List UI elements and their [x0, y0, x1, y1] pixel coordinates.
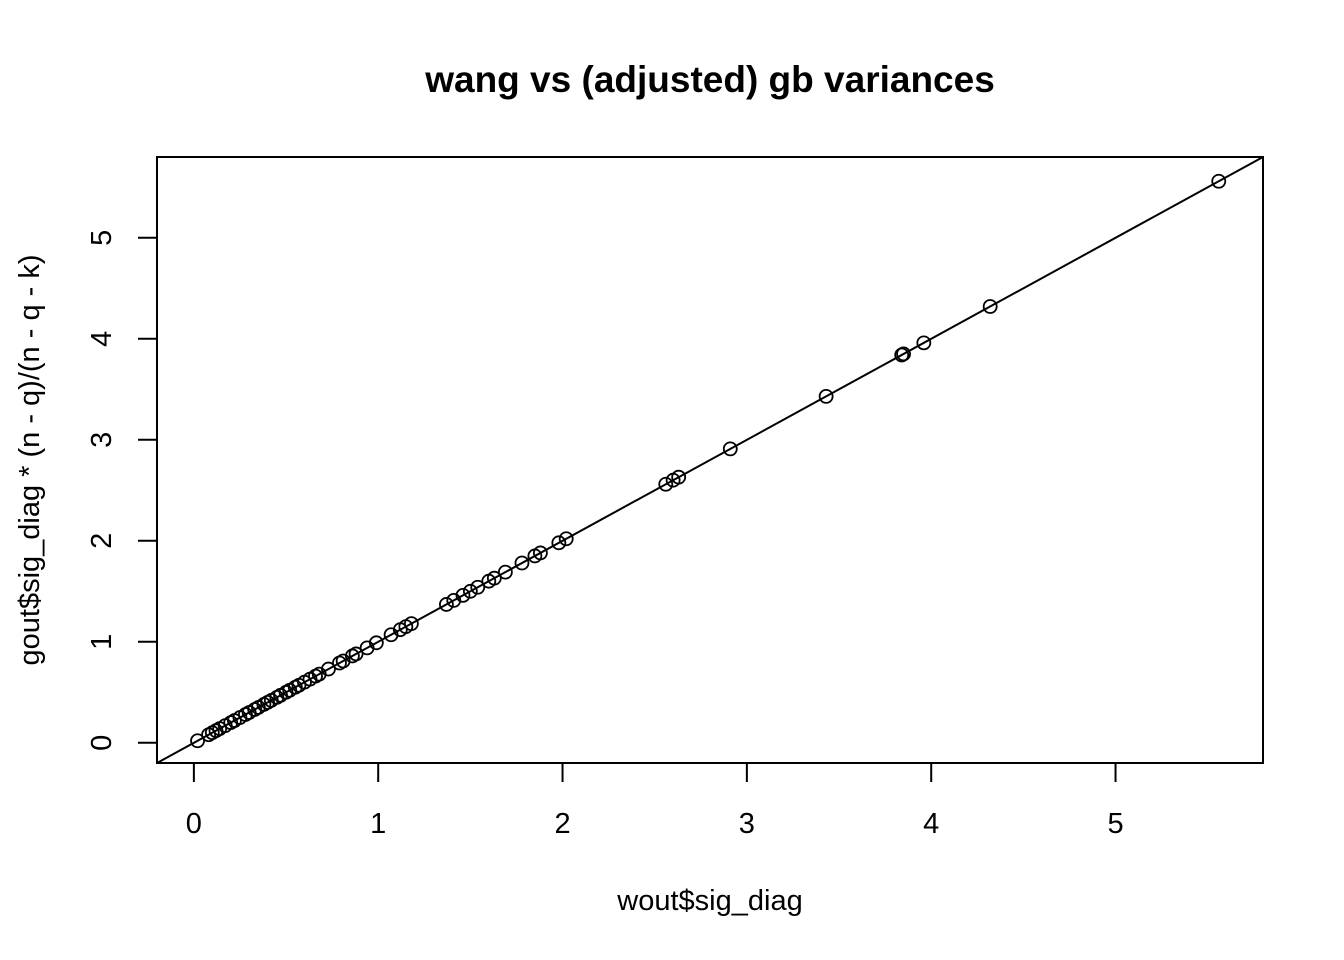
data-point: [916, 335, 932, 351]
data-point: [818, 388, 834, 404]
y-axis: 0 1 2 3 4 5: [86, 230, 158, 751]
data-point: [896, 346, 911, 362]
data-point: [190, 733, 205, 749]
x-axis: 0 1 2 3 4 5: [186, 762, 1124, 840]
x-tick-label: 2: [554, 808, 570, 840]
x-tick-label: 3: [739, 808, 755, 840]
data-point: [439, 597, 454, 612]
y-tick-label: 5: [86, 230, 118, 246]
data-point: [455, 587, 471, 603]
data-point: [348, 646, 364, 662]
data-point: [470, 579, 486, 595]
data-point: [671, 469, 687, 485]
y-tick-label: 0: [86, 735, 118, 751]
x-axis-label: wout$sig_diag: [616, 885, 802, 917]
data-point: [658, 476, 674, 492]
data-point: [462, 583, 478, 599]
data-point: [497, 564, 513, 580]
y-tick-label: 4: [86, 331, 118, 347]
x-tick-label: 0: [186, 808, 202, 840]
data-point: [321, 661, 336, 677]
data-point: [403, 616, 419, 632]
x-tick-label: 5: [1107, 808, 1123, 840]
identity-reference-line: [157, 157, 1263, 763]
y-tick-label: 1: [86, 634, 118, 650]
data-point: [533, 545, 548, 561]
y-tick-label: 3: [86, 432, 118, 448]
data-point: [514, 555, 530, 571]
x-tick-label: 4: [923, 808, 939, 840]
chart-title: wang vs (adjusted) gb variances: [424, 59, 995, 100]
x-tick-label: 1: [370, 808, 386, 840]
y-axis-label: gout$sig_diag * (n - q)/(n - q - k): [14, 254, 46, 665]
data-point: [551, 535, 567, 551]
data-point: [722, 441, 738, 457]
data-point: [368, 635, 384, 651]
data-points: [190, 173, 1227, 749]
data-point: [486, 570, 502, 586]
y-tick-label: 2: [86, 533, 118, 549]
data-point: [1211, 173, 1227, 189]
data-point: [982, 299, 998, 314]
data-point: [558, 531, 574, 547]
